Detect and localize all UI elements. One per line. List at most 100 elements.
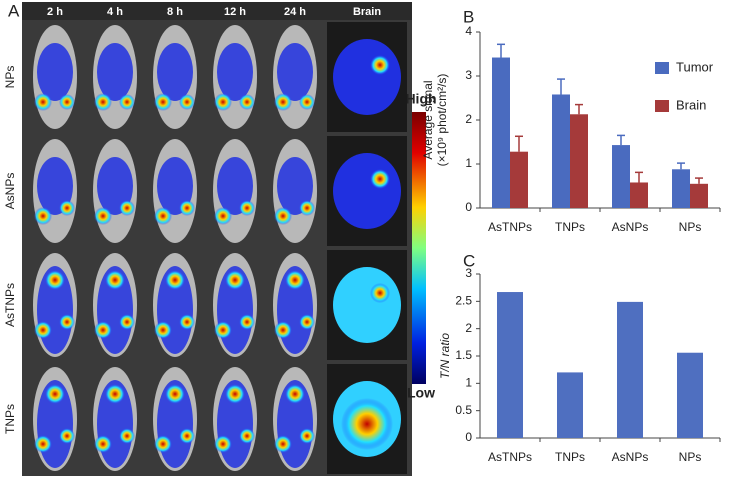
y-tick-label: 0: [465, 430, 472, 444]
signal: [97, 43, 133, 101]
hotspot: [94, 321, 112, 339]
hotspot: [59, 428, 75, 444]
scale-low: Low: [407, 385, 435, 401]
hotspot: [94, 93, 112, 111]
hotspot: [299, 94, 315, 110]
hotspot: [179, 428, 195, 444]
hotspot: [34, 321, 52, 339]
hotspot: [105, 270, 125, 290]
hotspot: [239, 428, 255, 444]
legend-swatch: [655, 100, 669, 112]
hotspot: [285, 384, 305, 404]
x-tick-label: NPs: [679, 450, 702, 464]
hotspot: [225, 270, 245, 290]
hotspot: [34, 435, 52, 453]
hotspot: [154, 207, 172, 225]
y-tick-label: 3: [465, 68, 472, 82]
signal: [157, 43, 193, 101]
hotspot: [45, 384, 65, 404]
bar: [690, 183, 708, 208]
error-bar: [515, 135, 523, 152]
hotspot: [179, 314, 195, 330]
hotspot: [179, 94, 195, 110]
hotspot: [239, 314, 255, 330]
time-label: 12 h: [224, 6, 246, 18]
y-tick-label: 3: [465, 266, 472, 280]
time-label: 24 h: [284, 6, 306, 18]
x-tick-label: AsTNPs: [488, 450, 532, 464]
signal: [157, 157, 193, 215]
signal: [97, 157, 133, 215]
header-strip: [22, 2, 412, 20]
hotspot: [299, 200, 315, 216]
legend-label: Tumor: [676, 59, 714, 74]
bar: [672, 169, 690, 208]
hotspot: [154, 435, 172, 453]
bar: [557, 372, 583, 438]
hotspot: [179, 200, 195, 216]
signal: [37, 43, 73, 101]
signal: [37, 157, 73, 215]
scale-high: High: [405, 91, 436, 107]
hotspot: [214, 435, 232, 453]
bar: [612, 145, 630, 208]
brain-spot: [341, 398, 393, 450]
hotspot: [239, 200, 255, 216]
signal: [217, 43, 253, 101]
bar: [630, 182, 648, 208]
color-bar: [412, 112, 426, 384]
y-axis-label: (×10⁹ phot/cm²/s): [435, 74, 449, 167]
hotspot: [214, 93, 232, 111]
bar: [492, 57, 510, 208]
panel-label: B: [463, 7, 474, 26]
x-tick-label: TNPs: [555, 220, 585, 234]
hotspot: [274, 321, 292, 339]
legend-swatch: [655, 62, 669, 74]
hotspot: [105, 384, 125, 404]
hotspot: [119, 94, 135, 110]
bar: [510, 151, 528, 208]
brain: [333, 153, 401, 229]
bar: [677, 352, 703, 438]
y-axis-label: Average signal: [421, 80, 435, 159]
x-tick-label: AsNPs: [612, 450, 649, 464]
signal: [277, 43, 313, 101]
hotspot: [214, 207, 232, 225]
signal: [217, 157, 253, 215]
y-tick-label: 2: [465, 321, 472, 335]
brain-header: Brain: [353, 6, 381, 18]
error-bar: [677, 162, 685, 170]
time-label: 4 h: [107, 6, 123, 18]
hotspot: [299, 314, 315, 330]
error-bar: [497, 43, 505, 58]
y-tick-label: 4: [465, 24, 472, 38]
hotspot: [119, 314, 135, 330]
hotspot: [274, 93, 292, 111]
group-label: NPs: [3, 66, 17, 89]
y-tick-label: 1: [465, 376, 472, 390]
hotspot: [225, 384, 245, 404]
brain-spot: [370, 55, 390, 75]
y-tick-label: 1: [465, 156, 472, 170]
hotspot: [34, 93, 52, 111]
error-bar: [635, 171, 643, 183]
y-tick-label: 2: [465, 112, 472, 126]
hotspot: [119, 200, 135, 216]
y-tick-label: 2.5: [455, 294, 472, 308]
hotspot: [94, 207, 112, 225]
hotspot: [59, 94, 75, 110]
group-label: AsTNPs: [3, 283, 17, 327]
hotspot: [239, 94, 255, 110]
brain-spot: [370, 169, 390, 189]
brain: [333, 39, 401, 115]
hotspot: [154, 321, 172, 339]
bar: [552, 94, 570, 208]
hotspot: [214, 321, 232, 339]
hotspot: [274, 207, 292, 225]
x-tick-label: NPs: [679, 220, 702, 234]
time-label: 2 h: [47, 6, 63, 18]
error-bar: [617, 134, 625, 146]
bar: [617, 301, 643, 438]
panel-label: A: [8, 1, 20, 20]
